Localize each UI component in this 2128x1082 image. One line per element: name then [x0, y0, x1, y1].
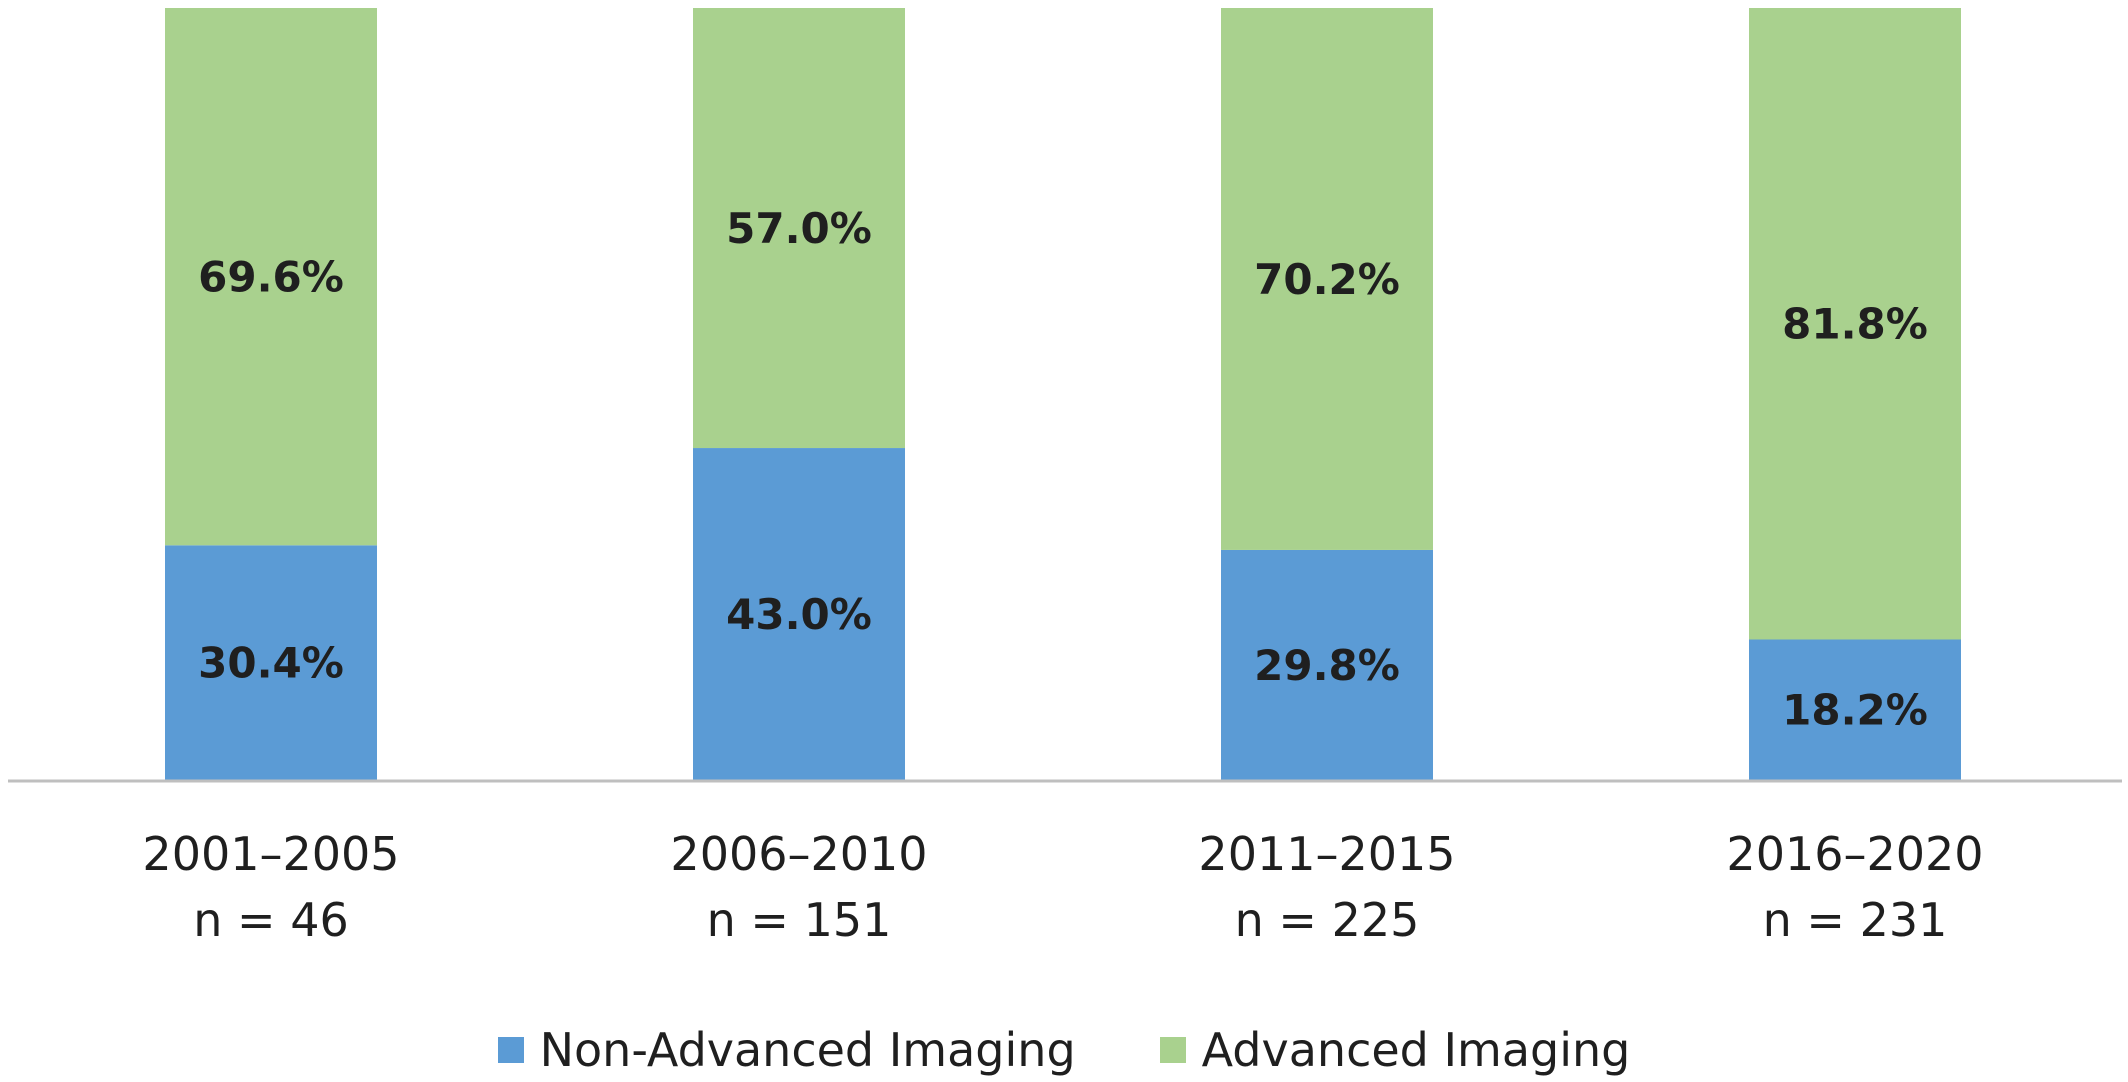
bar-advanced-2	[1221, 8, 1433, 550]
data-label-non-advanced-2: 29.8%	[1254, 641, 1400, 690]
legend-label-non-advanced-imaging: Non-Advanced Imaging	[539, 1023, 1076, 1077]
data-label-non-advanced-3: 18.2%	[1782, 686, 1928, 735]
bar-advanced-1	[693, 8, 905, 449]
legend-label-advanced-imaging: Advanced Imaging	[1201, 1023, 1631, 1077]
x-tick-sublabel-2: n = 225	[1235, 893, 1420, 947]
bar-advanced-0	[165, 8, 377, 546]
bar-advanced-3	[1749, 8, 1961, 640]
x-tick-label-3: 2016–2020	[1726, 827, 1983, 881]
data-label-advanced-1: 57.0%	[726, 204, 872, 253]
legend-swatch-advanced-imaging	[1159, 1037, 1186, 1063]
x-tick-sublabel-1: n = 151	[707, 893, 892, 947]
x-tick-sublabel-3: n = 231	[1763, 893, 1948, 947]
data-label-advanced-0: 69.6%	[198, 253, 344, 302]
legend-item-non-advanced-imaging: Non-Advanced Imaging	[497, 1023, 1076, 1077]
bar-non-advanced-2	[1221, 549, 1433, 780]
bar-non-advanced-1	[693, 448, 905, 780]
chart-plot-area: 30.4% 69.6% 43.0% 57.0% 29.8% 70.2% 18.2% 81.8%…	[8, 8, 2122, 947]
data-label-advanced-3: 81.8%	[1782, 300, 1928, 349]
bar-non-advanced-3	[1749, 639, 1961, 780]
bar-non-advanced-0	[165, 545, 377, 780]
legend: Non-Advanced Imaging Advanced Imaging	[0, 1018, 2128, 1082]
legend-item-advanced-imaging: Advanced Imaging	[1159, 1023, 1631, 1077]
data-label-non-advanced-0: 30.4%	[198, 639, 344, 688]
x-tick-label-0: 2001–2005	[142, 827, 399, 881]
x-tick-label-1: 2006–2010	[670, 827, 927, 881]
data-label-advanced-2: 70.2%	[1254, 255, 1400, 304]
x-tick-label-2: 2011–2015	[1198, 827, 1455, 881]
legend-swatch-non-advanced-imaging	[497, 1037, 524, 1063]
x-tick-sublabel-0: n = 46	[193, 893, 348, 947]
data-label-non-advanced-1: 43.0%	[726, 590, 872, 639]
